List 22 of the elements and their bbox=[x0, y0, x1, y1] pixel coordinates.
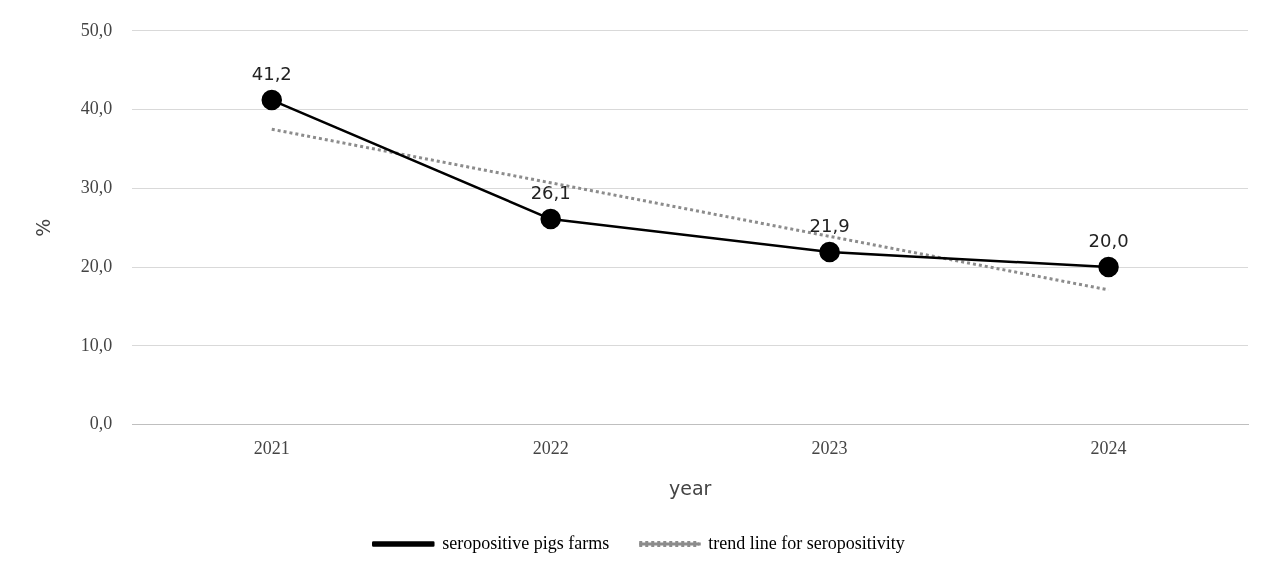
data-label: 21,9 bbox=[809, 214, 850, 236]
data-label: 26,1 bbox=[530, 181, 571, 203]
x-tick-label: 2022 bbox=[532, 438, 569, 459]
x-tick-label: 2024 bbox=[1090, 438, 1127, 459]
x-tick-label: 2023 bbox=[811, 438, 848, 459]
y-tick-label: 30,0 bbox=[80, 177, 113, 198]
legend-label: seropositive pigs farms bbox=[442, 532, 610, 553]
y-tick-label: 50,0 bbox=[80, 19, 113, 40]
data-label: 20,0 bbox=[1088, 229, 1129, 251]
y-tick-label: 10,0 bbox=[80, 334, 113, 355]
y-tick-label: 0,0 bbox=[89, 413, 113, 434]
data-label: 41,2 bbox=[251, 62, 292, 84]
y-axis-title: % bbox=[32, 218, 55, 237]
point bbox=[819, 241, 840, 263]
legend-label: trend line for seropositivity bbox=[708, 532, 905, 553]
x-axis-title: year bbox=[668, 476, 712, 499]
x-tick-label: 2021 bbox=[253, 438, 290, 459]
point bbox=[1098, 256, 1119, 278]
y-tick-label: 40,0 bbox=[80, 98, 113, 119]
y-tick-label: 20,0 bbox=[80, 255, 113, 276]
point bbox=[540, 208, 561, 230]
point bbox=[261, 89, 283, 111]
